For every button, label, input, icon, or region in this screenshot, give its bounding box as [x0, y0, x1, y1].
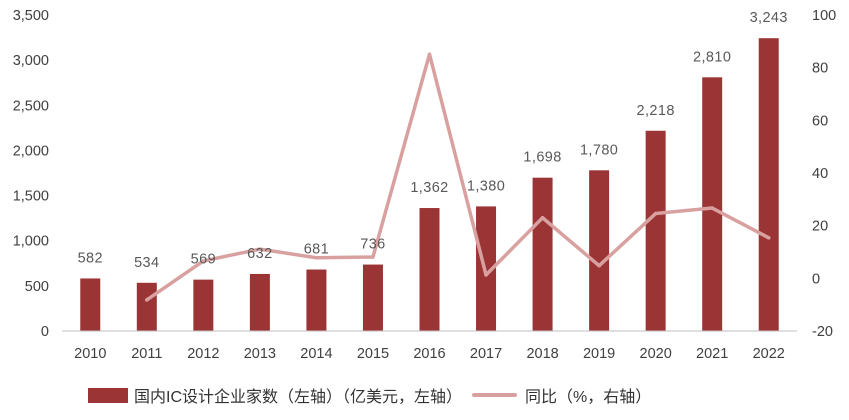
y-left-tick-label-1000: 1,000: [13, 234, 49, 250]
y-left-tick-label-0: 0: [41, 324, 49, 340]
bar-2022: [758, 38, 779, 331]
x-tick-label-2019: 2019: [583, 346, 615, 362]
x-tick-label-2014: 2014: [300, 346, 332, 362]
data-label-2011: 534: [134, 255, 159, 271]
x-tick-label-2016: 2016: [413, 346, 445, 362]
data-label-2010: 582: [78, 250, 103, 266]
data-label-2015: 736: [360, 237, 385, 253]
y-right-tick-label-60: 60: [812, 113, 828, 129]
data-label-2012: 569: [191, 252, 216, 268]
bar-2021: [702, 77, 723, 331]
legend-swatch-line: [472, 393, 518, 397]
yoy-point-2018: [540, 216, 545, 220]
y-left-tick-label-3000: 3,000: [13, 53, 49, 69]
line-series: [145, 52, 771, 302]
bar-2012: [193, 279, 214, 331]
y-left-tick-label-500: 500: [25, 279, 49, 295]
line-points: [145, 52, 771, 302]
data-label-2019: 1,780: [580, 142, 618, 158]
bar-2016: [419, 208, 440, 331]
legend-label-bar-series: 国内IC设计企业家数（左轴）（亿美元，左轴）: [134, 389, 463, 406]
legend-swatch-bar: [88, 387, 128, 403]
y-right-tick-label-0: 0: [812, 271, 820, 287]
x-tick-label-2015: 2015: [357, 346, 389, 362]
yoy-point-2016: [427, 52, 432, 56]
bar-2014: [306, 269, 327, 331]
x-tick-label-2013: 2013: [244, 346, 276, 362]
yoy-point-2013: [258, 247, 262, 251]
x-tick-label-2010: 2010: [74, 346, 106, 362]
y-right-axis-tick-labels: -20 0 20 40 60 80 100: [812, 8, 836, 340]
yoy-point-2019: [597, 263, 601, 268]
y-left-tick-label-2000: 2,000: [13, 143, 49, 159]
x-tick-label-2012: 2012: [187, 346, 219, 362]
y-right-tick-label-minus-20: -20: [812, 324, 833, 340]
data-label-2016: 1,362: [410, 180, 448, 196]
bar-2019: [589, 170, 610, 331]
x-axis-tick-labels: 2010 2011 2012 2013 2014 2015 2016 2017 2018 2019…: [74, 346, 785, 362]
bar-2010: [80, 278, 101, 331]
data-label-2021: 2,810: [693, 49, 731, 65]
legend-item-line-series: 同比（%，右轴）: [472, 383, 651, 407]
yoy-point-2021: [710, 206, 714, 210]
y-left-axis-tick-labels: 0 500 1,000 1,500 2,000 2,500 3,000 3,500: [13, 8, 49, 340]
legend-item-bar-series: 国内IC设计企业家数（左轴）（亿美元，左轴）: [88, 383, 462, 407]
bar-2013: [249, 273, 270, 331]
x-tick-label-2011: 2011: [131, 346, 162, 362]
y-right-tick-label-40: 40: [812, 166, 828, 182]
x-tick-label-2018: 2018: [526, 346, 558, 362]
yoy-point-2020: [653, 211, 658, 216]
yoy-point-2014: [314, 256, 319, 260]
yoy-point-2011: [145, 298, 149, 302]
y-left-tick-label-1500: 1,500: [13, 189, 49, 205]
data-label-2017: 1,380: [467, 178, 505, 194]
y-right-tick-label-100: 100: [812, 8, 836, 24]
x-tick-label-2021: 2021: [696, 346, 728, 362]
legend-label-line-series: 同比（%，右轴）: [525, 389, 652, 406]
bar-2020: [645, 130, 666, 331]
bar-2015: [362, 264, 383, 331]
x-tick-label-2020: 2020: [640, 346, 672, 362]
series-line-yoy: [145, 52, 771, 302]
bar-2011: [136, 282, 157, 331]
yoy-point-2017: [484, 273, 488, 277]
legend: 国内IC设计企业家数（左轴）（亿美元，左轴） 同比（%，右轴）: [88, 383, 651, 407]
bar-series: [80, 38, 779, 331]
yoy-point-2012: [201, 259, 206, 263]
yoy-point-2022: [766, 236, 771, 240]
data-label-2013: 632: [247, 246, 272, 262]
bar-data-labels: 582 534 569 632 681 736 1,362 1,380 1,698 1,780 2,…: [78, 10, 788, 271]
y-left-tick-label-2500: 2,500: [13, 98, 49, 114]
data-label-2020: 2,218: [637, 103, 675, 119]
data-label-2018: 1,698: [523, 150, 561, 166]
y-left-tick-label-3500: 3,500: [13, 8, 49, 24]
y-right-tick-label-20: 20: [812, 219, 828, 235]
yoy-point-2015: [371, 255, 375, 259]
data-label-2014: 681: [304, 242, 329, 258]
x-tick-label-2017: 2017: [470, 346, 502, 362]
y-right-tick-label-80: 80: [812, 61, 828, 77]
x-tick-label-2022: 2022: [753, 346, 785, 362]
bar-2018: [532, 177, 553, 331]
data-label-2022: 3,243: [750, 10, 788, 26]
